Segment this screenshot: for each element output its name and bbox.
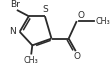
Text: S: S <box>43 5 48 14</box>
Text: CH₃: CH₃ <box>95 17 110 26</box>
Text: O: O <box>77 11 84 20</box>
Text: O: O <box>73 52 80 61</box>
Text: N: N <box>9 27 16 36</box>
Text: Br: Br <box>10 0 20 9</box>
Text: CH₃: CH₃ <box>24 56 39 65</box>
